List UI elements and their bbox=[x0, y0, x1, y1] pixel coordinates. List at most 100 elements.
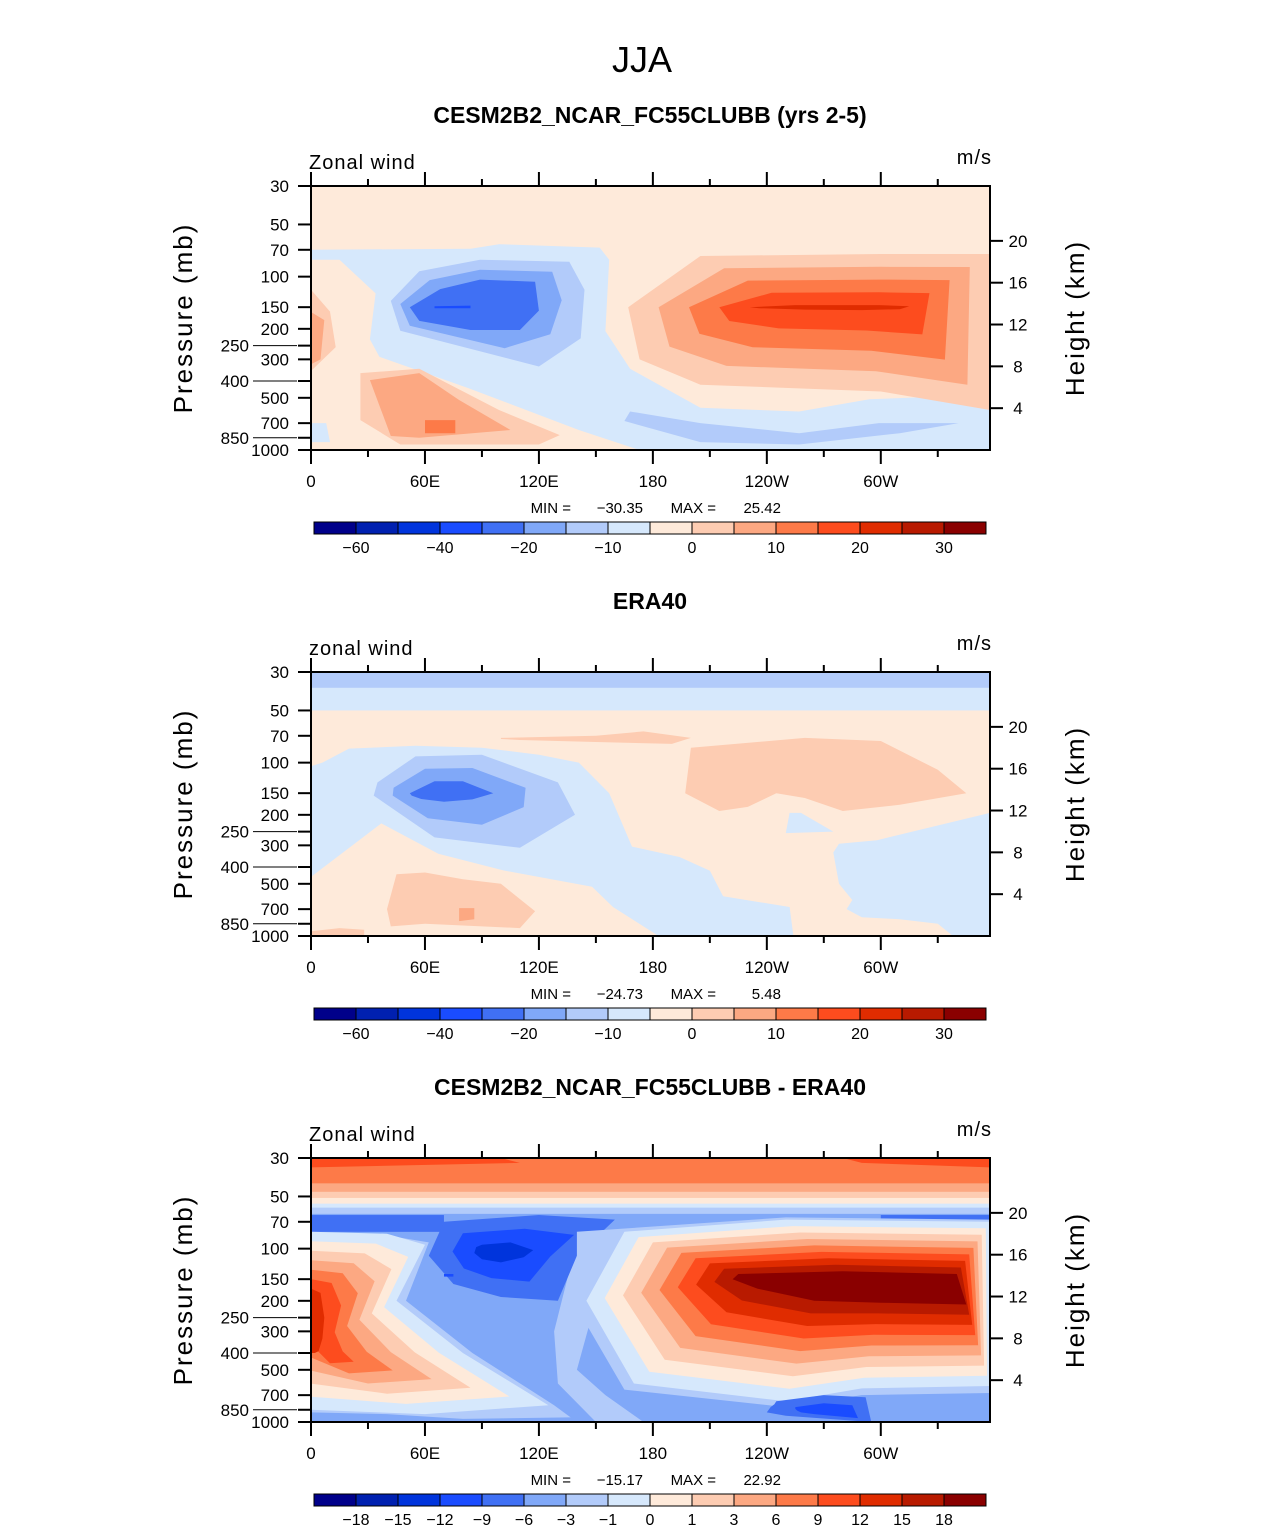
colorbar-label: −18 bbox=[342, 1512, 369, 1529]
max-value: 5.48 bbox=[752, 986, 781, 1003]
colorbar-box bbox=[943, 521, 987, 535]
colorbar-box bbox=[397, 1007, 441, 1021]
contour-region bbox=[369, 373, 511, 438]
contour-region bbox=[311, 1215, 444, 1232]
colorbar-box bbox=[733, 1007, 777, 1021]
colorbar-label: −60 bbox=[342, 540, 369, 557]
colorbar-box bbox=[313, 521, 357, 535]
contour-region bbox=[409, 279, 539, 330]
colorbar-box bbox=[313, 1007, 357, 1021]
colorbar-box bbox=[775, 521, 819, 535]
colorbar-box bbox=[817, 521, 861, 535]
x-tick-label: 60E bbox=[410, 958, 440, 977]
contour-field bbox=[311, 1158, 990, 1422]
height-tick-label: 12 bbox=[1009, 1288, 1028, 1307]
colorbar-label: 15 bbox=[893, 1512, 911, 1529]
colorbar-box bbox=[775, 1493, 819, 1507]
contour-region bbox=[311, 423, 330, 443]
min-value: −30.35 bbox=[597, 500, 643, 517]
colorbar-box bbox=[859, 521, 903, 535]
max-label: MAX = bbox=[671, 986, 717, 1003]
height-tick-label: 20 bbox=[1009, 1204, 1028, 1223]
colorbar-label: 12 bbox=[851, 1512, 869, 1529]
colorbar-label: −1 bbox=[599, 1512, 617, 1529]
height-tick-label: 20 bbox=[1009, 232, 1028, 251]
y-axis-label: Pressure (mb) bbox=[168, 709, 198, 900]
min-value: −15.17 bbox=[597, 1472, 643, 1489]
x-tick-label: 60W bbox=[863, 472, 898, 491]
colorbar-label: 1 bbox=[688, 1512, 697, 1529]
colorbar-box bbox=[565, 1007, 609, 1021]
variable-label: Zonal wind bbox=[309, 152, 416, 174]
colorbar-label: 30 bbox=[935, 540, 953, 557]
colorbar-box bbox=[901, 521, 945, 535]
right-axis-label: Height (km) bbox=[1060, 1212, 1090, 1368]
y-tick-label: 30 bbox=[270, 177, 289, 196]
y-tick-label: 300 bbox=[261, 1322, 289, 1341]
x-tick-label: 60W bbox=[863, 1444, 898, 1463]
x-tick-label: 180 bbox=[639, 1444, 667, 1463]
height-tick-label: 12 bbox=[1009, 802, 1028, 821]
y-tick-label: 700 bbox=[261, 1386, 289, 1405]
y-tick-label: 70 bbox=[270, 1213, 289, 1232]
y-tick-label: 100 bbox=[261, 1240, 289, 1259]
contour-region bbox=[500, 731, 691, 744]
height-tick-label: 16 bbox=[1009, 1246, 1028, 1265]
colorbar-label: 10 bbox=[767, 540, 785, 557]
y-tick-label: 400 bbox=[221, 1344, 249, 1363]
y-tick-label: 100 bbox=[261, 754, 289, 773]
colorbar-box bbox=[355, 1493, 399, 1507]
units-label: m/s bbox=[957, 633, 992, 655]
height-tick-label: 16 bbox=[1009, 760, 1028, 779]
contour-region bbox=[474, 1242, 534, 1263]
y-tick-label: 200 bbox=[261, 1292, 289, 1311]
y-tick-label: 30 bbox=[270, 1149, 289, 1168]
y-tick-label: 70 bbox=[270, 727, 289, 746]
y-tick-label: 50 bbox=[270, 215, 289, 234]
y-tick-label: 500 bbox=[261, 1361, 289, 1380]
y-tick-label: 850 bbox=[221, 1401, 249, 1420]
y-tick-label: 850 bbox=[221, 429, 249, 448]
x-tick-label: 0 bbox=[306, 1444, 315, 1463]
colorbar-label: 30 bbox=[935, 1026, 953, 1043]
colorbar-label: −20 bbox=[510, 1026, 537, 1043]
max-value: 25.42 bbox=[743, 500, 781, 517]
units-label: m/s bbox=[957, 1119, 992, 1141]
colorbar-box bbox=[439, 521, 483, 535]
contour-region bbox=[444, 1274, 454, 1277]
colorbar-label: −40 bbox=[426, 1026, 453, 1043]
contour-region bbox=[311, 312, 325, 365]
y-tick-label: 150 bbox=[261, 1270, 289, 1289]
contour-region bbox=[311, 1288, 325, 1353]
colorbar-label: 20 bbox=[851, 1026, 869, 1043]
contour-panel-2: ERA40 zonal wind m/s 0 60E 120E 180 120W 60W 30 50… bbox=[168, 588, 1090, 1043]
colorbar-box bbox=[691, 1493, 735, 1507]
contour-panel-1: CESM2B2_NCAR_FC55CLUBB (yrs 2-5) Zonal wi… bbox=[168, 102, 1090, 557]
x-tick-label: 120E bbox=[519, 1444, 559, 1463]
y-tick-label: 50 bbox=[270, 701, 289, 720]
colorbar-box bbox=[817, 1493, 861, 1507]
colorbar-box bbox=[607, 1007, 651, 1021]
y-tick-label: 1000 bbox=[251, 441, 289, 460]
contour-region bbox=[719, 292, 930, 335]
colorbar: −18 −15 −12 −9 −6 −3 −1 0 1 3 6 9 12 15 18 bbox=[313, 1493, 987, 1529]
contour-region bbox=[833, 812, 990, 936]
colorbar-label: 0 bbox=[688, 1026, 697, 1043]
min-value: −24.73 bbox=[597, 986, 643, 1003]
y-tick-label: 700 bbox=[261, 414, 289, 433]
units-label: m/s bbox=[957, 147, 992, 169]
contour-region bbox=[732, 1271, 967, 1305]
y-tick-label: 400 bbox=[221, 372, 249, 391]
y-tick-label: 250 bbox=[221, 337, 249, 356]
contour-region bbox=[434, 305, 471, 309]
y-tick-label: 1000 bbox=[251, 1413, 289, 1432]
x-tick-label: 60W bbox=[863, 958, 898, 977]
y-tick-label: 400 bbox=[221, 858, 249, 877]
colorbar-box bbox=[397, 521, 441, 535]
right-axis-label: Height (km) bbox=[1060, 240, 1090, 396]
contour-region bbox=[311, 928, 365, 936]
contour-region bbox=[387, 872, 536, 929]
x-tick-label: 120W bbox=[745, 472, 789, 491]
colorbar-box bbox=[397, 1493, 441, 1507]
